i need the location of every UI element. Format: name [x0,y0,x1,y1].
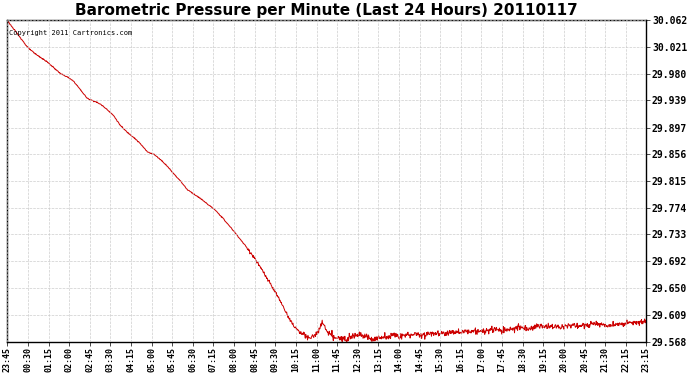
Title: Barometric Pressure per Minute (Last 24 Hours) 20110117: Barometric Pressure per Minute (Last 24 … [75,3,578,18]
Text: Copyright 2011 Cartronics.com: Copyright 2011 Cartronics.com [8,30,132,36]
